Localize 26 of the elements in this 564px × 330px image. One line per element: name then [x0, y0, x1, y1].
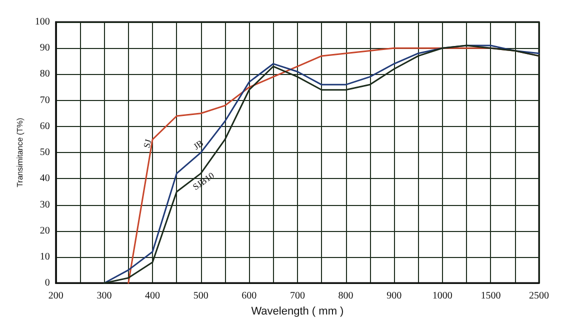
- y-tick-label: 20: [40, 225, 50, 236]
- y-tick-label: 40: [40, 173, 50, 184]
- x-tick-label: 2500: [529, 290, 549, 302]
- y-tick-label: 30: [40, 199, 50, 210]
- y-tick-label: 50: [40, 147, 50, 158]
- y-tick-label: 60: [40, 120, 50, 132]
- y-axis-title: Transimitance (T%): [16, 117, 24, 188]
- x-tick-label: 500: [193, 290, 208, 302]
- x-tick-label: 700: [290, 290, 305, 302]
- y-tick-label: 100: [34, 16, 50, 28]
- x-tick-label: 300: [96, 290, 112, 302]
- y-tick-label: 80: [40, 68, 50, 80]
- y-tick-label: 70: [40, 94, 50, 106]
- text: SJ: [141, 138, 154, 150]
- x-tick-label: 600: [242, 290, 257, 302]
- x-tick-label: 1000: [432, 290, 452, 302]
- y-tick-label: 90: [40, 42, 50, 54]
- x-tick-label: 200: [48, 290, 64, 302]
- x-tick-label: 900: [386, 290, 402, 302]
- x-tick-label: 800: [338, 290, 354, 302]
- x-axis-title: Wavelength ( mm ): [251, 306, 344, 318]
- y-tick-label: 10: [40, 251, 50, 262]
- x-tick-label: 400: [145, 290, 160, 302]
- text: JB: [191, 138, 206, 152]
- y-tick-label: 0: [44, 278, 50, 289]
- x-tick-label: 1500: [480, 290, 501, 302]
